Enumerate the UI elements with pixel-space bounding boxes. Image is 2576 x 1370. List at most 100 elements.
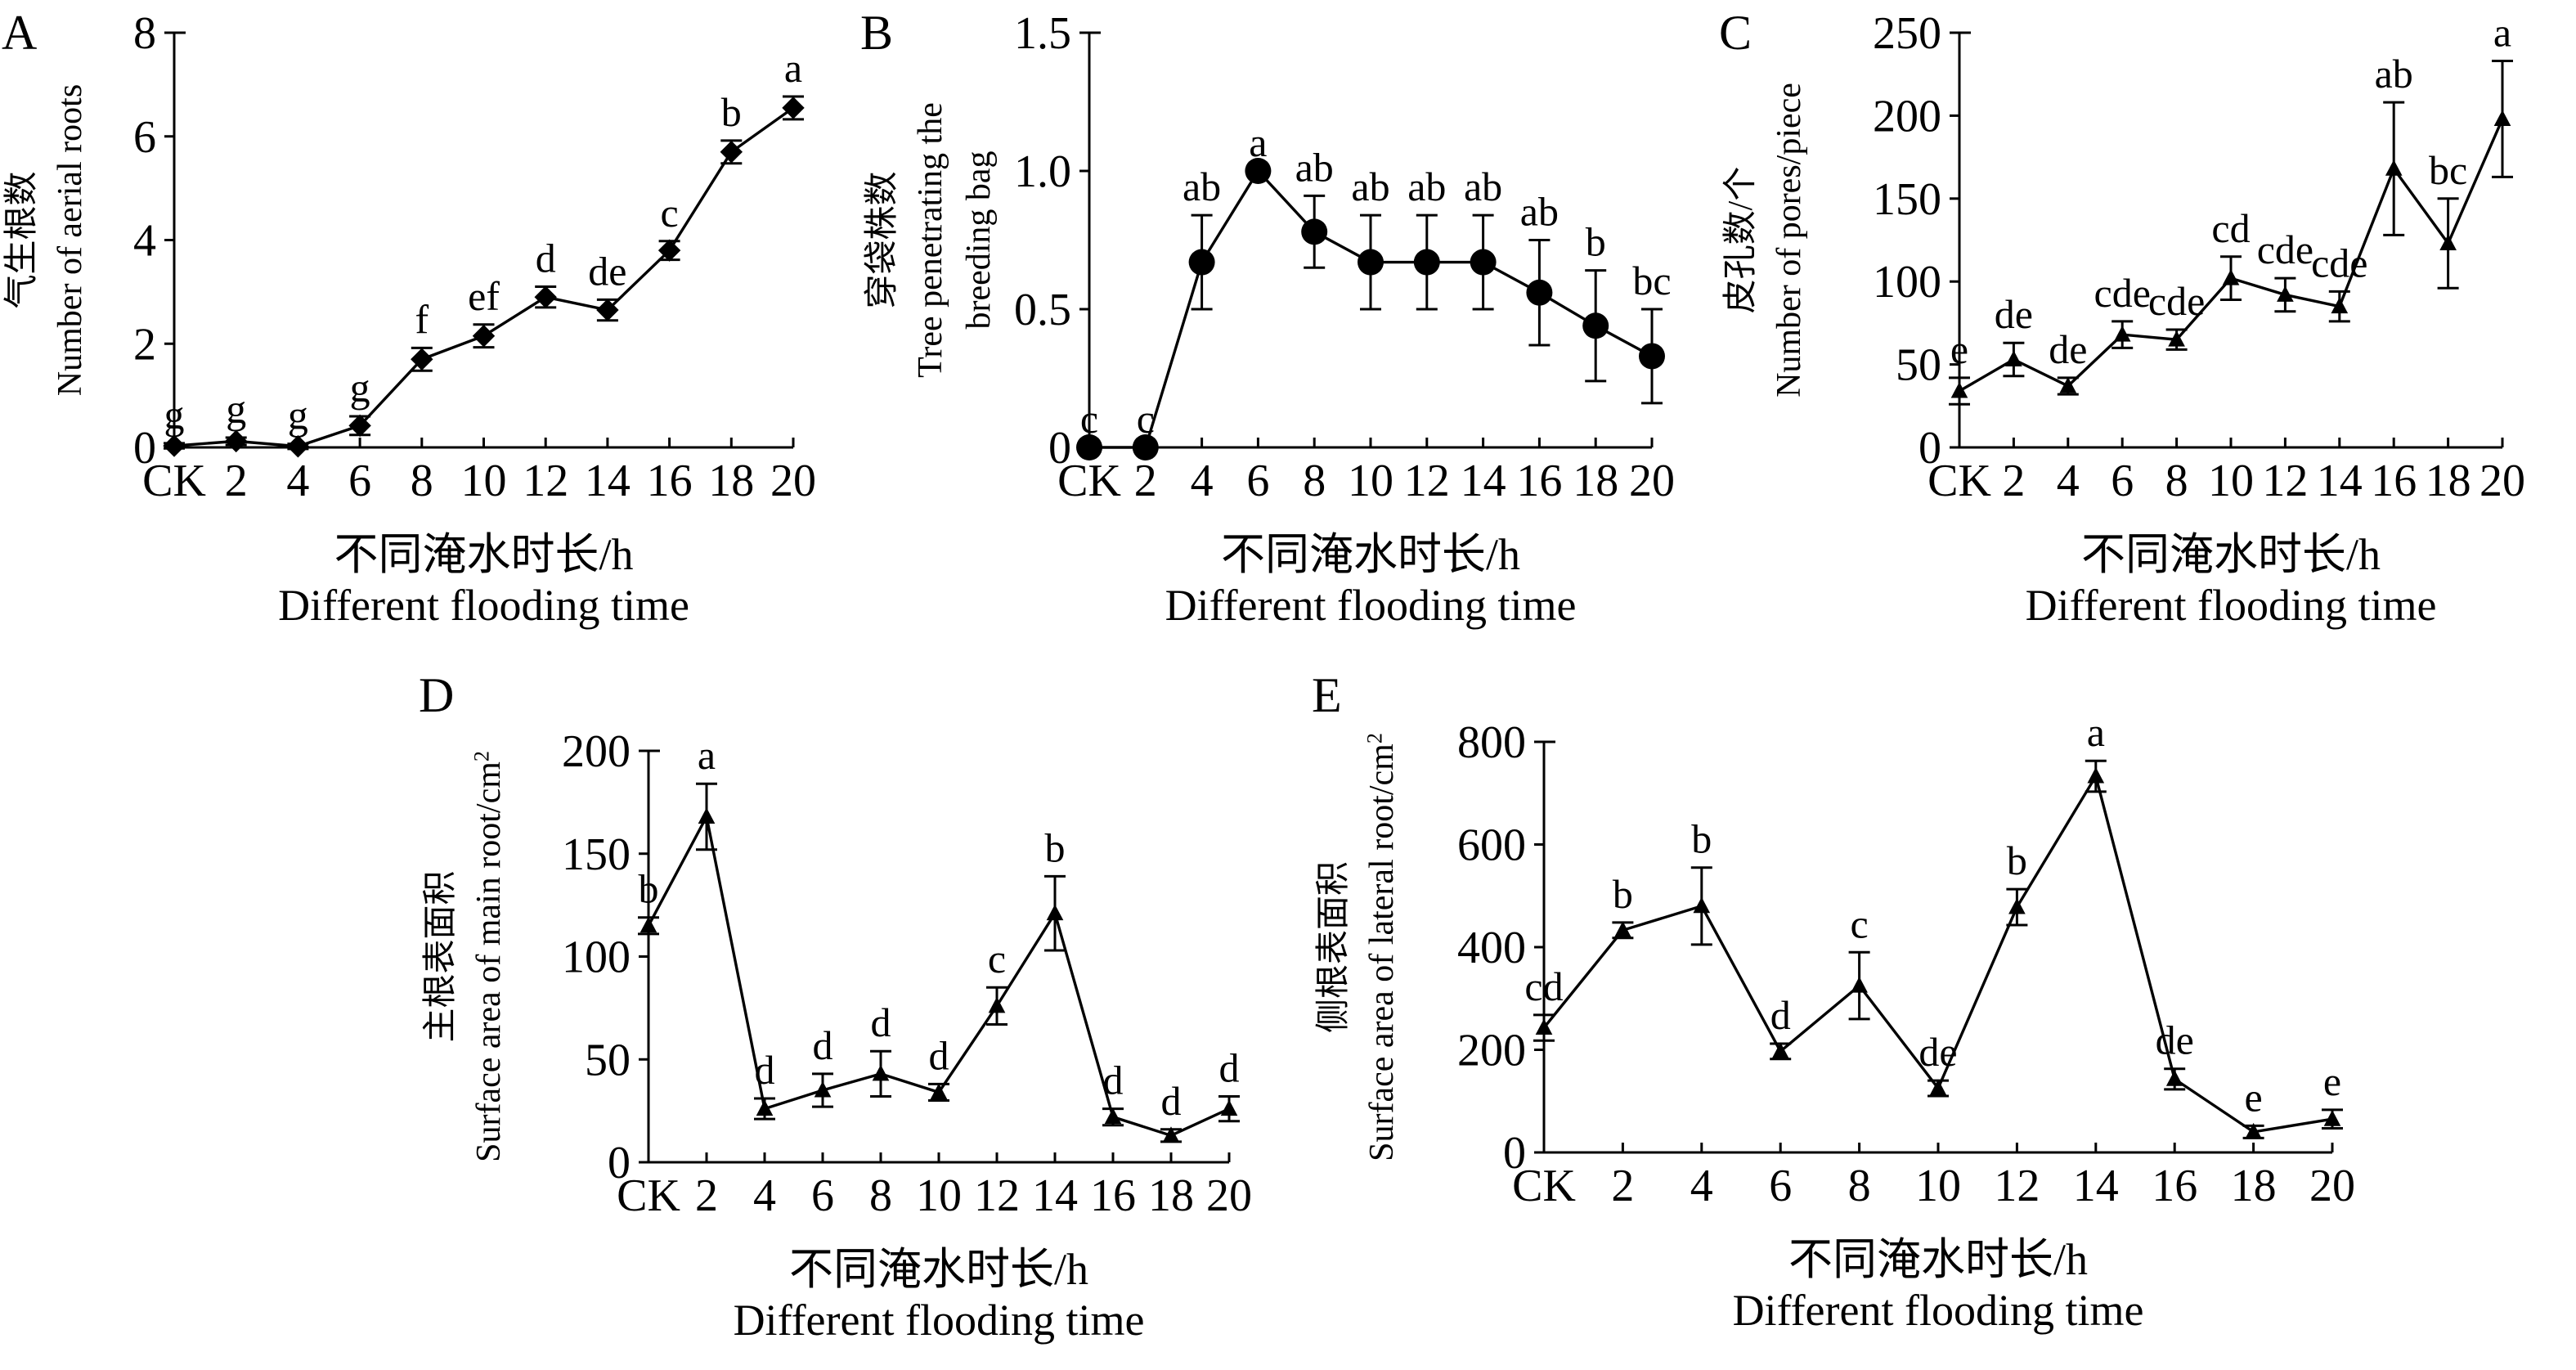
svg-text:g: g: [164, 392, 185, 438]
svg-text:c: c: [1850, 901, 1868, 946]
svg-text:6: 6: [2111, 456, 2134, 506]
svg-text:b: b: [721, 89, 742, 135]
svg-text:12: 12: [1404, 456, 1450, 506]
svg-text:400: 400: [1457, 923, 1526, 973]
svg-text:a: a: [698, 732, 716, 778]
svg-text:14: 14: [585, 456, 631, 506]
svg-text:CK: CK: [142, 456, 206, 506]
svg-text:12: 12: [1994, 1161, 2040, 1211]
svg-text:14: 14: [1461, 456, 1506, 506]
svg-text:穿袋株数: 穿袋株数: [863, 171, 901, 308]
svg-text:150: 150: [562, 829, 631, 880]
svg-text:50: 50: [585, 1035, 631, 1085]
svg-text:1.0: 1.0: [1014, 146, 1071, 197]
svg-text:16: 16: [2371, 456, 2417, 506]
svg-text:cde: cde: [2311, 240, 2367, 285]
svg-text:CK: CK: [1057, 456, 1121, 506]
svg-text:Different flooding time: Different flooding time: [1733, 1286, 2144, 1335]
svg-text:200: 200: [1457, 1026, 1526, 1076]
svg-text:d: d: [755, 1047, 775, 1093]
svg-text:cde: cde: [2257, 227, 2313, 272]
svg-text:18: 18: [1148, 1170, 1194, 1221]
svg-text:de: de: [1919, 1029, 1957, 1075]
svg-text:cde: cde: [2094, 270, 2151, 316]
svg-text:16: 16: [1090, 1170, 1136, 1221]
svg-text:ab: ab: [2375, 51, 2413, 97]
svg-text:breeding bag: breeding bag: [960, 150, 998, 329]
svg-text:Tree penetrating the: Tree penetrating the: [912, 102, 949, 378]
svg-text:不同淹水时长/h: 不同淹水时长/h: [1221, 530, 1520, 579]
svg-text:e: e: [2244, 1074, 2262, 1120]
svg-text:8: 8: [1303, 456, 1326, 506]
svg-text:150: 150: [1873, 174, 1941, 225]
svg-text:4: 4: [1191, 456, 1214, 506]
svg-text:2: 2: [133, 319, 156, 370]
svg-text:C: C: [1719, 6, 1752, 60]
svg-text:不同淹水时长/h: 不同淹水时长/h: [2081, 530, 2381, 579]
svg-text:8: 8: [133, 8, 156, 59]
svg-text:20: 20: [770, 456, 816, 506]
svg-text:4: 4: [2057, 456, 2080, 506]
svg-text:50: 50: [1896, 340, 1941, 391]
svg-text:600: 600: [1457, 820, 1526, 871]
svg-text:不同淹水时长/h: 不同淹水时长/h: [1788, 1235, 2088, 1284]
svg-text:ab: ab: [1407, 164, 1446, 209]
svg-text:1.5: 1.5: [1014, 8, 1071, 59]
svg-text:Different flooding time: Different flooding time: [278, 581, 689, 630]
svg-text:b: b: [1586, 219, 1606, 265]
svg-text:cde: cde: [2148, 278, 2205, 324]
svg-text:d: d: [1103, 1058, 1124, 1103]
svg-text:200: 200: [1873, 91, 1941, 141]
svg-text:6: 6: [811, 1170, 834, 1221]
svg-text:Surface area of main root/cm2: Surface area of main root/cm2: [470, 751, 508, 1162]
svg-text:12: 12: [2262, 456, 2308, 506]
svg-text:ef: ef: [468, 273, 500, 319]
svg-text:不同淹水时长/h: 不同淹水时长/h: [334, 530, 633, 579]
svg-text:18: 18: [2426, 456, 2471, 506]
svg-text:8: 8: [2165, 456, 2188, 506]
svg-text:B: B: [860, 6, 893, 60]
svg-text:100: 100: [1873, 257, 1941, 308]
svg-text:CK: CK: [617, 1170, 680, 1221]
svg-text:16: 16: [647, 456, 693, 506]
svg-text:4: 4: [133, 216, 156, 267]
svg-text:a: a: [2087, 709, 2105, 755]
svg-text:100: 100: [562, 932, 631, 983]
svg-text:CK: CK: [1928, 456, 1991, 506]
svg-text:2: 2: [225, 456, 248, 506]
svg-text:6: 6: [348, 456, 371, 506]
svg-text:c: c: [988, 936, 1006, 981]
svg-text:Different flooding time: Different flooding time: [2026, 581, 2437, 630]
svg-text:CK: CK: [1512, 1161, 1576, 1211]
svg-text:g: g: [226, 386, 246, 432]
svg-text:cd: cd: [2211, 205, 2250, 251]
svg-text:b: b: [1045, 824, 1066, 870]
svg-text:bc: bc: [1632, 258, 1671, 303]
svg-text:18: 18: [708, 456, 754, 506]
svg-text:d: d: [1161, 1078, 1182, 1124]
svg-text:c: c: [1137, 396, 1155, 442]
svg-text:18: 18: [2231, 1161, 2277, 1211]
svg-text:20: 20: [1629, 456, 1675, 506]
svg-text:10: 10: [2208, 456, 2254, 506]
svg-text:ab: ab: [1183, 164, 1221, 209]
svg-text:A: A: [2, 6, 37, 60]
svg-text:6: 6: [1769, 1161, 1792, 1211]
svg-text:g: g: [288, 393, 308, 438]
svg-text:16: 16: [2152, 1161, 2197, 1211]
svg-text:主根表面积: 主根表面积: [422, 870, 460, 1042]
svg-text:E: E: [1312, 668, 1342, 722]
svg-text:14: 14: [2317, 456, 2363, 506]
svg-text:250: 250: [1873, 8, 1941, 59]
svg-text:皮孔数/个: 皮孔数/个: [1722, 167, 1760, 314]
svg-text:气生根数: 气生根数: [3, 171, 41, 308]
svg-text:18: 18: [1573, 456, 1618, 506]
svg-text:e: e: [2323, 1058, 2341, 1104]
svg-text:10: 10: [1915, 1161, 1961, 1211]
svg-text:8: 8: [1848, 1161, 1871, 1211]
svg-text:4: 4: [753, 1170, 776, 1221]
svg-text:c: c: [1080, 396, 1098, 442]
svg-text:ab: ab: [1520, 189, 1559, 235]
svg-text:6: 6: [1246, 456, 1269, 506]
svg-text:2: 2: [695, 1170, 718, 1221]
